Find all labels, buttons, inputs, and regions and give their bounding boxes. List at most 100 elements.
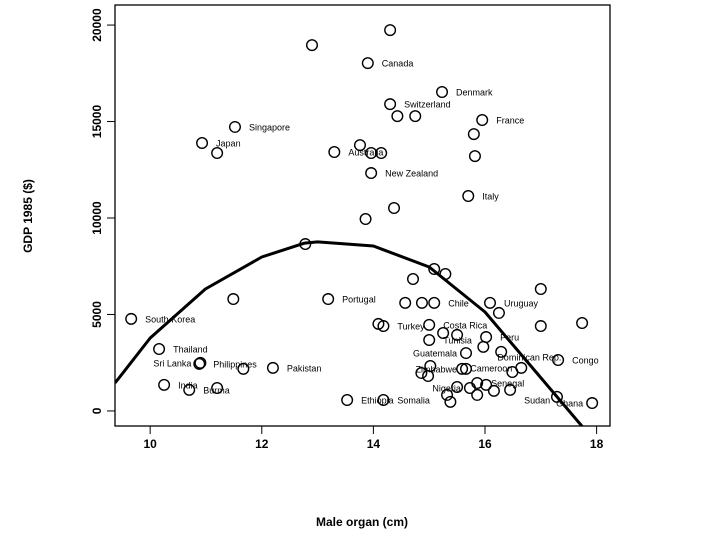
data-point	[391, 110, 404, 123]
data-point	[456, 362, 469, 375]
data-point	[484, 296, 497, 309]
data-point	[377, 320, 390, 333]
point-label: Switzerland	[404, 100, 451, 110]
data-point	[576, 316, 589, 329]
x-tick-label: 14	[367, 437, 381, 451]
point-label: Sudan	[524, 395, 550, 405]
data-point	[384, 24, 397, 37]
y-tick-label: 0	[90, 407, 104, 414]
data-point	[552, 354, 565, 367]
point-label: Nigeria	[432, 383, 461, 393]
data-point	[365, 167, 378, 180]
data-point	[415, 296, 428, 309]
point-label: India	[178, 380, 198, 390]
point-label: Pakistan	[287, 363, 322, 373]
point-label: Ghana	[556, 399, 583, 409]
point-label: South Korea	[145, 314, 195, 324]
data-point	[125, 312, 138, 325]
data-point	[422, 370, 435, 383]
point-label: Ethiopia	[361, 395, 394, 405]
data-point	[341, 393, 354, 406]
data-point	[534, 320, 547, 333]
data-point	[462, 190, 475, 203]
data-point	[193, 357, 206, 370]
data-point	[359, 212, 372, 225]
data-point	[227, 293, 240, 306]
x-tick-label: 12	[255, 437, 269, 451]
y-axis-label: GDP 1985 ($)	[21, 179, 35, 253]
data-point	[467, 128, 480, 141]
x-tick-label: 18	[590, 437, 604, 451]
data-point	[228, 120, 241, 133]
y-tick-label: 20000	[90, 8, 104, 42]
point-label: Uruguay	[504, 298, 539, 308]
x-axis: 10 12 14 16 18	[143, 426, 604, 451]
point-label: Australia	[348, 148, 383, 158]
data-point	[471, 388, 484, 401]
point-label: Tunisia	[443, 335, 472, 345]
data-point	[550, 390, 563, 403]
plot-frame	[114, 4, 611, 427]
data-point	[476, 113, 489, 126]
data-point	[463, 381, 476, 394]
data-point	[480, 331, 493, 344]
point-label: Turkey	[397, 322, 425, 332]
y-tick-label: 5000	[90, 301, 104, 328]
data-point	[436, 86, 449, 99]
data-point	[487, 384, 500, 397]
point-label: France	[496, 115, 524, 125]
point-label: Philippines	[213, 359, 257, 369]
y-axis: 0 5000 10000 15000 20000	[90, 8, 115, 414]
data-point	[196, 136, 209, 149]
data-point	[377, 393, 390, 406]
data-point	[437, 327, 450, 340]
data-point	[407, 272, 420, 285]
data-point	[384, 98, 397, 111]
data-point	[266, 361, 279, 374]
point-label: Cameroon	[470, 363, 512, 373]
point-label: Japan	[216, 138, 241, 148]
data-point	[158, 378, 171, 391]
data-point	[504, 383, 517, 396]
point-label: New Zealand	[385, 169, 438, 179]
point-label: Thailand	[173, 345, 208, 355]
data-point	[468, 150, 481, 163]
data-point	[328, 146, 341, 159]
data-point	[428, 262, 441, 275]
point-label: Guatemala	[413, 349, 457, 359]
x-axis-label: Male organ (cm)	[316, 515, 408, 529]
point-label: Senegal	[491, 378, 524, 388]
data-point	[299, 238, 312, 251]
data-point	[423, 318, 436, 331]
data-point	[586, 397, 599, 410]
data-point	[506, 365, 519, 378]
point-label: Congo	[572, 356, 599, 366]
data-point	[399, 296, 412, 309]
data-point	[492, 306, 505, 319]
point-label: Canada	[382, 59, 414, 69]
point-label: Singapore	[249, 122, 290, 132]
data-point	[477, 340, 490, 353]
data-point	[428, 296, 441, 309]
point-label: Costa Rica	[443, 320, 487, 330]
y-tick-label: 10000	[90, 201, 104, 235]
x-tick-label: 10	[143, 437, 157, 451]
data-point	[415, 366, 428, 379]
data-point	[451, 328, 464, 341]
fit-line	[115, 240, 584, 426]
data-point	[451, 381, 464, 394]
y-tick-label: 15000	[90, 105, 104, 139]
point-label: Burma	[203, 385, 230, 395]
data-point	[237, 362, 250, 375]
x-tick-label: 16	[478, 437, 492, 451]
point-label: Dominican Rep.	[497, 352, 561, 362]
point-label: Portugal	[342, 295, 376, 305]
data-point	[444, 395, 457, 408]
data-point	[439, 267, 452, 280]
point-label: Zimbabwe	[416, 364, 458, 374]
point-label: Somalia	[397, 395, 430, 405]
point-label: Denmark	[456, 88, 493, 98]
data-point	[480, 378, 493, 391]
data-point	[441, 388, 454, 401]
data-point	[388, 201, 401, 214]
